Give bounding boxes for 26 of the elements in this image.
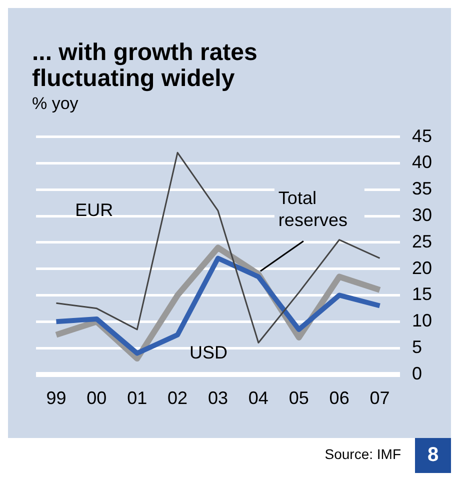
x-tick-label: 02 xyxy=(168,388,188,408)
y-tick-label: 15 xyxy=(412,284,432,304)
x-tick-label: 05 xyxy=(288,388,309,408)
x-tick-label: 04 xyxy=(248,388,268,408)
y-axis-title: % yoy xyxy=(32,94,80,114)
chart-title: ... with growth rates fluctuating widely xyxy=(32,38,258,92)
x-tick-label: 06 xyxy=(329,388,350,408)
text: 8 xyxy=(415,438,451,473)
text: EUR xyxy=(75,200,114,220)
y-tick-label: 35 xyxy=(412,178,432,199)
y-tick-label: 25 xyxy=(412,231,432,252)
x-tick-label: 03 xyxy=(208,388,228,408)
y-tick-label: 0 xyxy=(412,363,422,384)
x-tick-label: 01 xyxy=(127,388,148,408)
y-tick-label: 10 xyxy=(412,310,432,331)
y-tick-label: 40 xyxy=(412,152,432,172)
y-tick-label: 45 xyxy=(412,126,432,146)
x-tick-label: 99 xyxy=(46,388,66,408)
x-tick-label: 07 xyxy=(370,388,390,408)
source-note: Source: IMF xyxy=(324,446,401,462)
x-tick-label: 00 xyxy=(86,388,107,408)
y-tick-label: 5 xyxy=(412,336,422,357)
y-tick-label: 20 xyxy=(412,258,432,278)
y-tick-label: 30 xyxy=(412,204,432,225)
series-label: USD xyxy=(190,342,228,363)
text: Total reserves xyxy=(278,188,348,230)
